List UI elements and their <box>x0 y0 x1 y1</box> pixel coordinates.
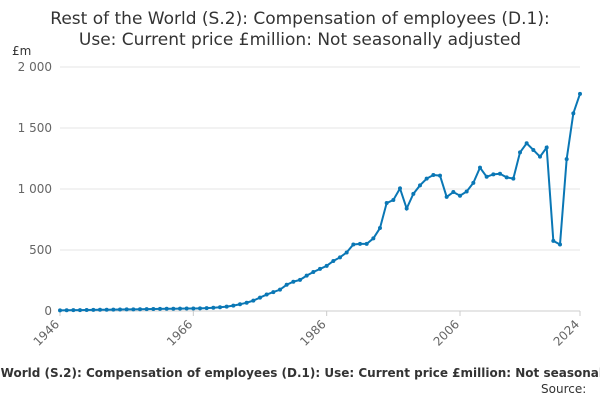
point <box>451 190 456 195</box>
point <box>71 308 76 313</box>
point <box>284 282 289 287</box>
x-tick-label: 1946 <box>31 317 62 348</box>
point <box>258 295 262 300</box>
point <box>84 308 89 313</box>
point <box>478 165 482 170</box>
x-tick-label: 2006 <box>431 317 462 348</box>
point <box>344 250 349 255</box>
point <box>331 258 336 263</box>
point <box>371 236 376 241</box>
y-tick-label: 0 <box>44 304 52 318</box>
point <box>418 183 422 188</box>
point <box>538 154 542 159</box>
point <box>518 150 522 155</box>
point <box>204 306 209 311</box>
point <box>131 307 136 312</box>
point <box>484 174 489 179</box>
point <box>144 307 149 312</box>
point <box>578 91 582 96</box>
point <box>498 171 502 176</box>
point <box>224 304 229 309</box>
point <box>298 277 302 282</box>
point <box>111 307 116 312</box>
point <box>118 307 122 312</box>
point <box>244 300 249 305</box>
point <box>218 305 222 310</box>
x-tick-label: 2024 <box>551 317 582 348</box>
point <box>384 201 389 206</box>
point <box>291 279 296 284</box>
point <box>411 191 416 196</box>
point <box>211 305 216 310</box>
point <box>564 157 569 162</box>
point <box>471 180 476 185</box>
point <box>438 173 442 178</box>
point <box>558 242 562 247</box>
point <box>424 176 429 181</box>
point <box>311 269 316 274</box>
x-tick-label: 1986 <box>297 317 328 348</box>
point <box>158 306 162 311</box>
point <box>231 303 236 308</box>
point <box>544 145 549 150</box>
line <box>59 93 581 312</box>
point <box>91 307 96 312</box>
point <box>98 307 102 312</box>
point <box>318 266 322 271</box>
point <box>151 307 156 312</box>
point <box>271 290 276 295</box>
point <box>191 306 196 311</box>
point <box>338 255 342 260</box>
y-axis-label: £m <box>12 44 31 58</box>
point <box>58 308 62 313</box>
point <box>124 307 129 312</box>
point <box>178 306 182 311</box>
caption: Rest of the World (S.2): Compensation of… <box>0 366 600 380</box>
x-tick-label: 1966 <box>164 317 195 348</box>
point <box>464 189 469 194</box>
point <box>238 302 242 307</box>
point <box>171 306 176 311</box>
point <box>64 308 69 313</box>
point <box>444 194 449 199</box>
point <box>398 186 402 191</box>
point <box>504 175 509 180</box>
point <box>511 176 516 181</box>
point <box>404 206 409 211</box>
y-tick-label: 500 <box>29 243 52 257</box>
point <box>431 172 436 177</box>
point <box>264 292 269 297</box>
chart-title: Rest of the World (S.2): Compensation of… <box>50 9 549 50</box>
point <box>364 241 369 246</box>
point <box>104 307 109 312</box>
point <box>531 147 536 152</box>
point <box>378 226 382 231</box>
point <box>358 241 362 246</box>
point <box>184 306 189 311</box>
point <box>551 238 556 243</box>
point <box>138 307 142 312</box>
point <box>351 242 356 247</box>
point <box>198 306 202 311</box>
point <box>278 287 282 292</box>
point <box>251 298 256 303</box>
point <box>458 193 462 198</box>
y-tick-label: 2 000 <box>18 60 52 74</box>
point <box>391 197 396 202</box>
y-tick-label: 1 000 <box>18 182 52 196</box>
point <box>304 273 309 278</box>
source: Source: <box>541 382 586 396</box>
point <box>571 111 576 116</box>
point <box>524 141 529 146</box>
point <box>78 308 82 313</box>
point <box>491 172 496 177</box>
point <box>324 263 329 268</box>
point <box>164 306 169 311</box>
y-tick-label: 1 500 <box>18 121 52 135</box>
